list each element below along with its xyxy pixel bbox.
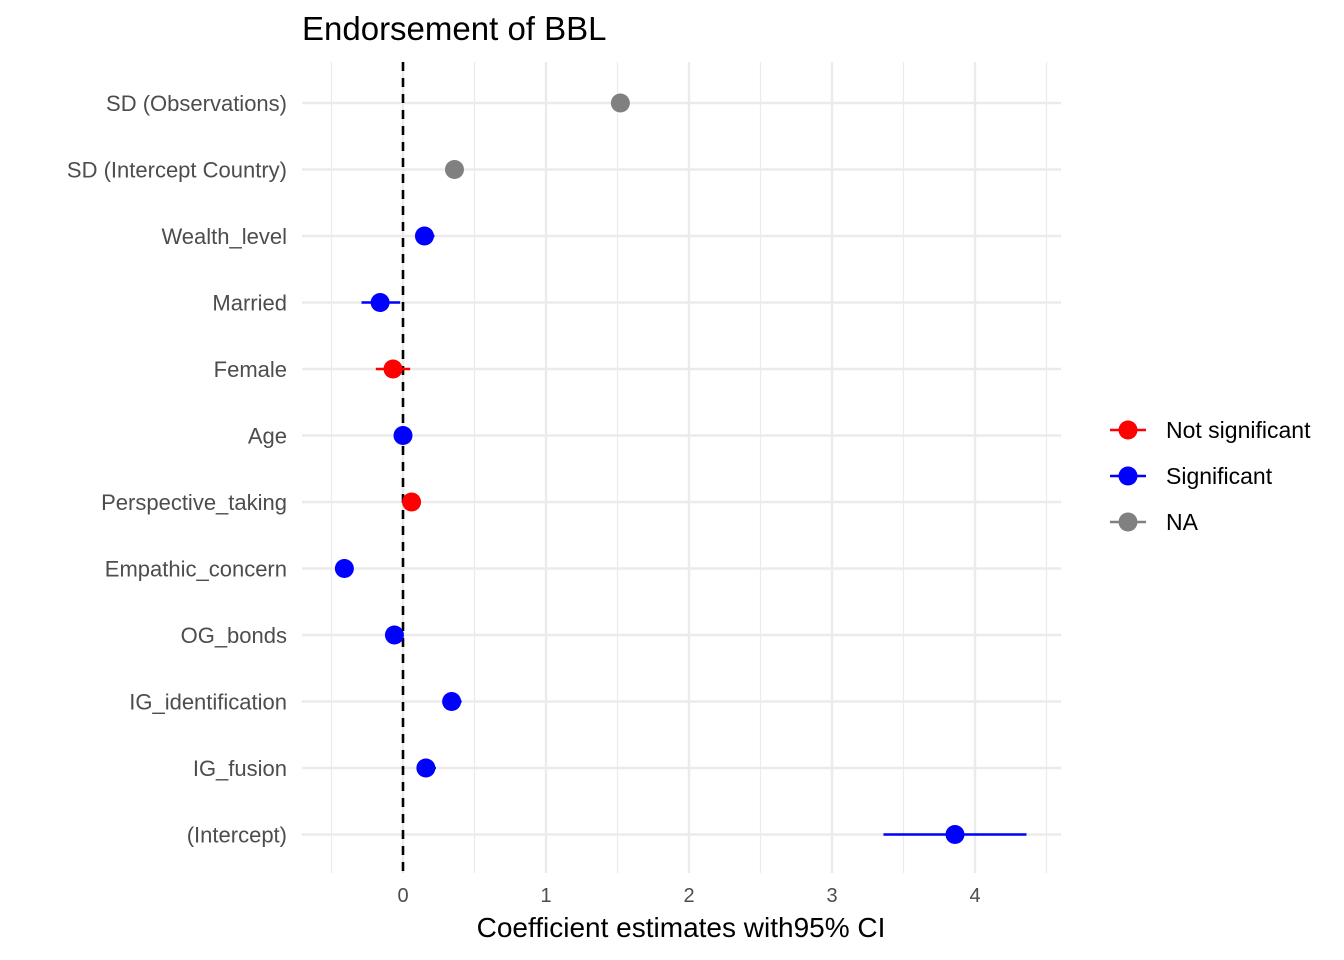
legend-label: Significant (1166, 463, 1273, 489)
y-tick-label: IG_identification (129, 690, 287, 715)
x-tick-label: 2 (683, 885, 694, 907)
y-tick-label: SD (Intercept Country) (67, 158, 287, 183)
y-tick-label: SD (Observations) (106, 91, 287, 116)
grid-lines (302, 62, 1061, 873)
chart-title: Endorsement of BBL (302, 10, 607, 47)
x-axis-title: Coefficient estimates with95% CI (477, 912, 886, 943)
y-axis-tick-labels: SD (Observations) SD (Intercept Country) W… (67, 91, 287, 848)
coefficient-point (384, 625, 404, 645)
coefficient-point (442, 692, 462, 711)
coefficient-point (383, 359, 403, 379)
y-tick-label: OG_bonds (181, 623, 287, 648)
coefficient-point (444, 160, 464, 179)
coefficient-point (945, 825, 965, 844)
y-tick-label: Married (212, 291, 287, 316)
x-tick-label: 1 (540, 885, 551, 907)
legend-key-point (1118, 420, 1138, 440)
legend-key-point (1118, 466, 1138, 486)
coefficient-point (393, 426, 413, 445)
x-tick-label: 0 (397, 885, 408, 907)
x-axis-tick-labels: 0 1 2 3 4 (397, 885, 980, 907)
coefficient-point (416, 758, 436, 778)
x-tick-label: 4 (969, 885, 980, 907)
y-tick-label: IG_fusion (193, 756, 287, 781)
coefficient-marks (334, 93, 1027, 844)
y-tick-label: Empathic_concern (105, 557, 287, 582)
y-tick-label: Perspective_taking (101, 490, 287, 515)
coefficient-point (610, 93, 630, 113)
legend-key-point (1118, 512, 1138, 532)
coefficient-point (334, 559, 354, 578)
coefficient-point (370, 293, 390, 312)
y-tick-label: Age (248, 424, 287, 449)
y-tick-label: (Intercept) (187, 823, 287, 848)
coefficient-point (414, 226, 434, 246)
legend: Not significant Significant NA (1110, 417, 1311, 535)
legend-label: Not significant (1166, 417, 1311, 443)
y-tick-label: Wealth_level (161, 224, 287, 249)
coefficient-point (402, 492, 422, 512)
legend-label: NA (1166, 509, 1199, 535)
x-tick-label: 3 (826, 885, 837, 907)
y-tick-label: Female (214, 357, 287, 382)
